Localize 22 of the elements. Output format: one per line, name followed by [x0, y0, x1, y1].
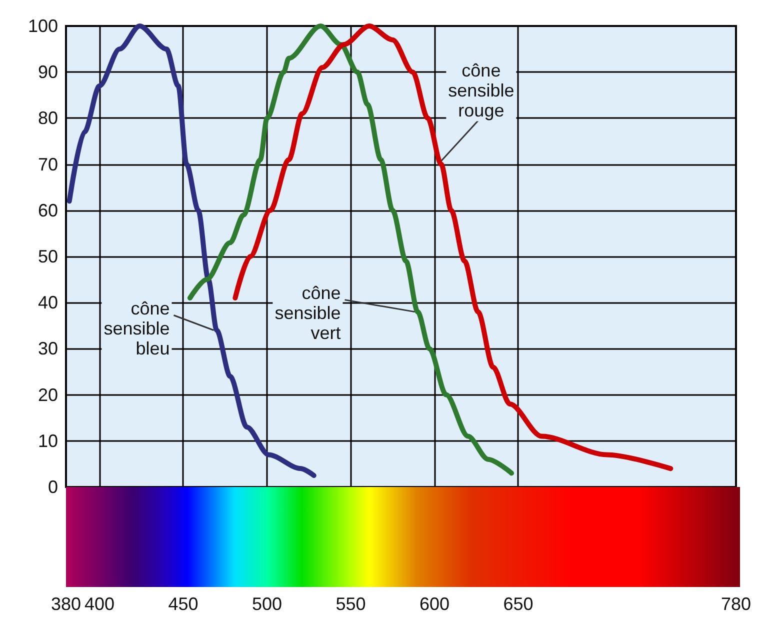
x-tick-label: 650: [503, 594, 534, 614]
x-tick-label: 500: [252, 594, 282, 614]
y-tick-label: 40: [38, 292, 58, 313]
annotation: cône sensible rouge: [448, 60, 514, 120]
annotation: cône sensible vert: [274, 282, 341, 343]
y-tick-label: 50: [38, 246, 58, 266]
x-tick-label: 600: [419, 594, 450, 614]
y-tick-label: 60: [38, 200, 58, 220]
x-tick-label: 450: [168, 594, 198, 614]
x-tick-label: 780: [720, 594, 752, 614]
x-tick-label: 550: [336, 594, 366, 614]
y-tick-label: 70: [38, 154, 58, 174]
y-tick-label: 100: [28, 16, 58, 36]
y-tick-label: 0: [48, 477, 58, 497]
y-tick-label: 80: [38, 108, 58, 128]
y-tick-label: 10: [38, 430, 58, 451]
y-tick-label: 30: [38, 338, 58, 359]
y-tick-label: 90: [38, 62, 58, 82]
annotation: cône sensible bleu: [104, 298, 170, 358]
x-tick-label: 380: [50, 594, 82, 614]
x-tick-label: 400: [84, 594, 115, 614]
y-tick-label: 20: [38, 384, 58, 405]
